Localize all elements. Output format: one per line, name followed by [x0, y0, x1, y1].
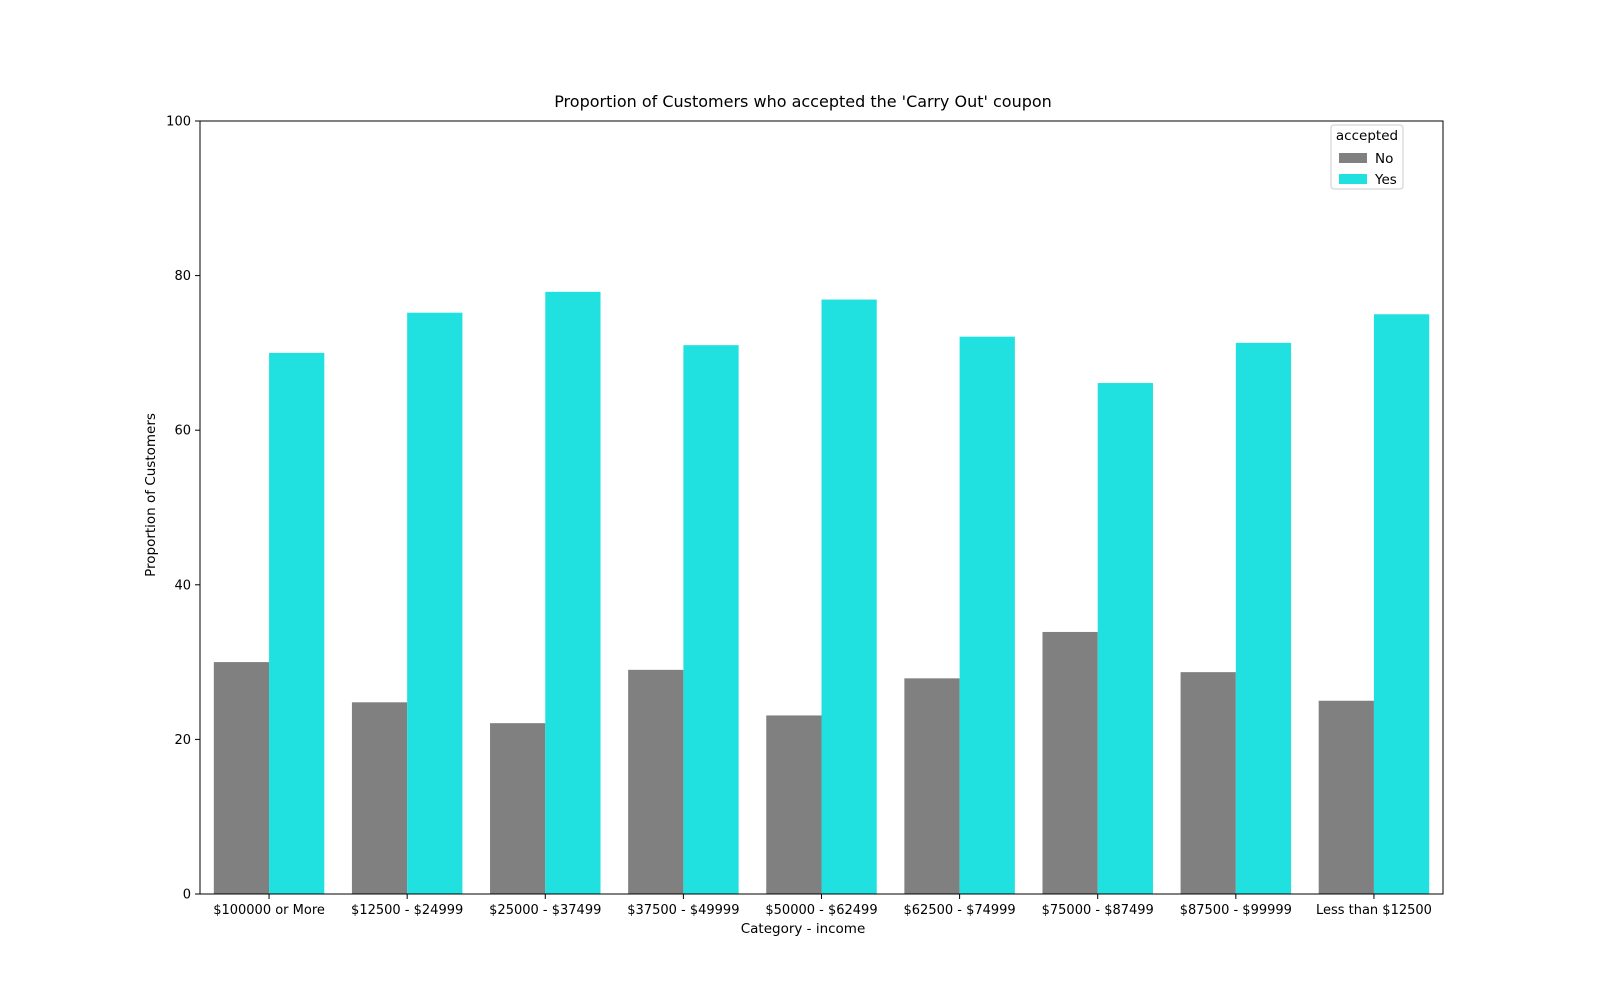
legend-swatch-yes	[1339, 174, 1367, 184]
bar-yes-4	[821, 299, 877, 894]
bar-no-8	[1318, 700, 1374, 894]
legend-entries: No Yes	[1339, 151, 1397, 188]
bar-no-7	[1180, 672, 1236, 894]
legend: accepted No Yes	[1330, 124, 1404, 190]
y-tick-label: 0	[183, 888, 191, 903]
bar-no-3	[628, 669, 684, 894]
y-axis-label: Proportion of Customers	[143, 413, 159, 577]
legend-title: accepted	[1336, 128, 1398, 144]
bar-yes-3	[683, 345, 739, 894]
bar-yes-8	[1373, 314, 1430, 894]
y-axis-ticks: 0 20 40 60 80 100	[166, 115, 200, 903]
plot-area-frame	[199, 120, 1444, 895]
bar-no-4	[766, 715, 822, 894]
bar-yes-5	[959, 336, 1015, 894]
x-tick-label: $87500 - $99999	[1180, 903, 1292, 918]
bar-no-5	[904, 678, 960, 894]
bars-layer	[213, 291, 1430, 895]
x-tick-label: Less than $12500	[1316, 903, 1432, 918]
x-tick-label: $75000 - $87499	[1042, 903, 1154, 918]
y-tick-label: 20	[174, 733, 191, 748]
legend-swatch-no	[1339, 153, 1367, 163]
bar-yes-1	[407, 312, 463, 895]
x-tick-label: $62500 - $74999	[904, 903, 1016, 918]
y-tick-label: 100	[166, 115, 191, 130]
chart-title: Proportion of Customers who accepted the…	[554, 92, 1052, 111]
bar-no-0	[213, 662, 270, 894]
legend-label-no: No	[1375, 151, 1393, 167]
legend-label-yes: Yes	[1374, 172, 1397, 188]
bar-yes-7	[1235, 342, 1292, 894]
bar-no-2	[490, 723, 546, 894]
y-tick-label: 60	[174, 424, 191, 439]
y-tick-label: 80	[174, 269, 191, 284]
x-tick-label: $100000 or More	[213, 903, 325, 918]
bar-yes-2	[545, 291, 601, 894]
bar-no-1	[351, 702, 408, 894]
y-tick-label: 40	[174, 578, 191, 593]
x-axis-label: Category - income	[741, 921, 866, 937]
x-tick-label: $25000 - $37499	[489, 903, 601, 918]
bar-yes-0	[269, 352, 325, 894]
x-tick-label: $50000 - $62499	[765, 903, 877, 918]
x-axis-ticks: $100000 or More $12500 - $24999 $25000 - $…	[213, 894, 1432, 918]
x-tick-label: $12500 - $24999	[351, 903, 463, 918]
bar-no-6	[1042, 631, 1098, 894]
x-tick-label: $37500 - $49999	[627, 903, 739, 918]
bar-yes-6	[1097, 383, 1153, 894]
